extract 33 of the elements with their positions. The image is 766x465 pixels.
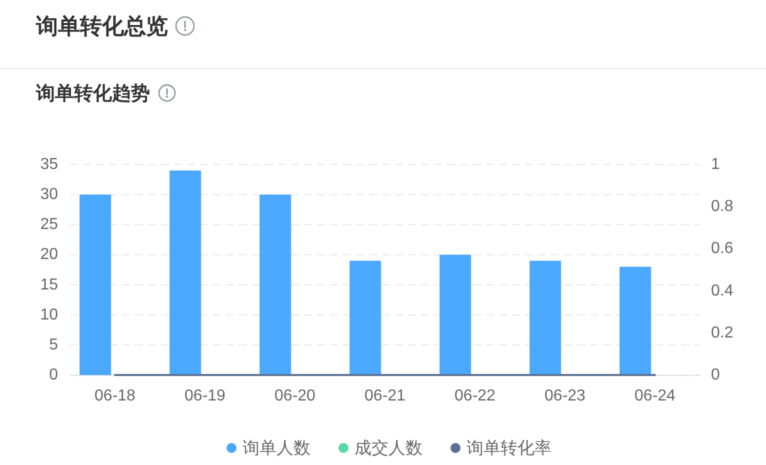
y-tick-label: 5 (49, 336, 58, 354)
x-tick-label: 06-20 (274, 388, 316, 404)
y-tick-label: 30 (40, 186, 58, 204)
bar (440, 254, 472, 375)
y2-tick-label: 0.2 (711, 324, 734, 342)
x-tick-label: 06-19 (184, 388, 226, 404)
bar (530, 260, 562, 375)
bar (350, 260, 382, 375)
legend-label: 成交人数 (354, 438, 422, 458)
y-tick-label: 15 (40, 276, 58, 294)
bar (170, 170, 202, 375)
y2-tick-label: 0.8 (711, 198, 734, 216)
x-tick-label: 06-22 (454, 388, 496, 404)
y-tick-label: 20 (40, 246, 58, 264)
bar (620, 266, 652, 375)
x-tick-label: 06-18 (94, 388, 136, 404)
y-tick-label: 0 (49, 366, 58, 384)
y-tick-label: 10 (40, 306, 58, 324)
y2-tick-label: 0 (711, 366, 720, 384)
x-tick-label: 06-21 (364, 388, 406, 404)
bar (260, 194, 292, 375)
y-tick-label: 35 (40, 156, 58, 173)
y-tick-label: 25 (40, 216, 58, 234)
legend-label: 询单人数 (242, 438, 310, 458)
chart-title: 询单转化总览 (35, 14, 168, 38)
x-tick-label: 06-24 (634, 388, 676, 404)
y2-tick-label: 1 (711, 156, 720, 173)
y2-tick-label: 0.6 (711, 240, 734, 258)
chart-subtitle: 询单转化趋势 (35, 82, 150, 104)
y2-tick-label: 0.4 (711, 282, 734, 300)
legend-label: 询单转化率 (466, 438, 552, 458)
bar (80, 194, 112, 375)
x-tick-label: 06-23 (544, 388, 586, 404)
